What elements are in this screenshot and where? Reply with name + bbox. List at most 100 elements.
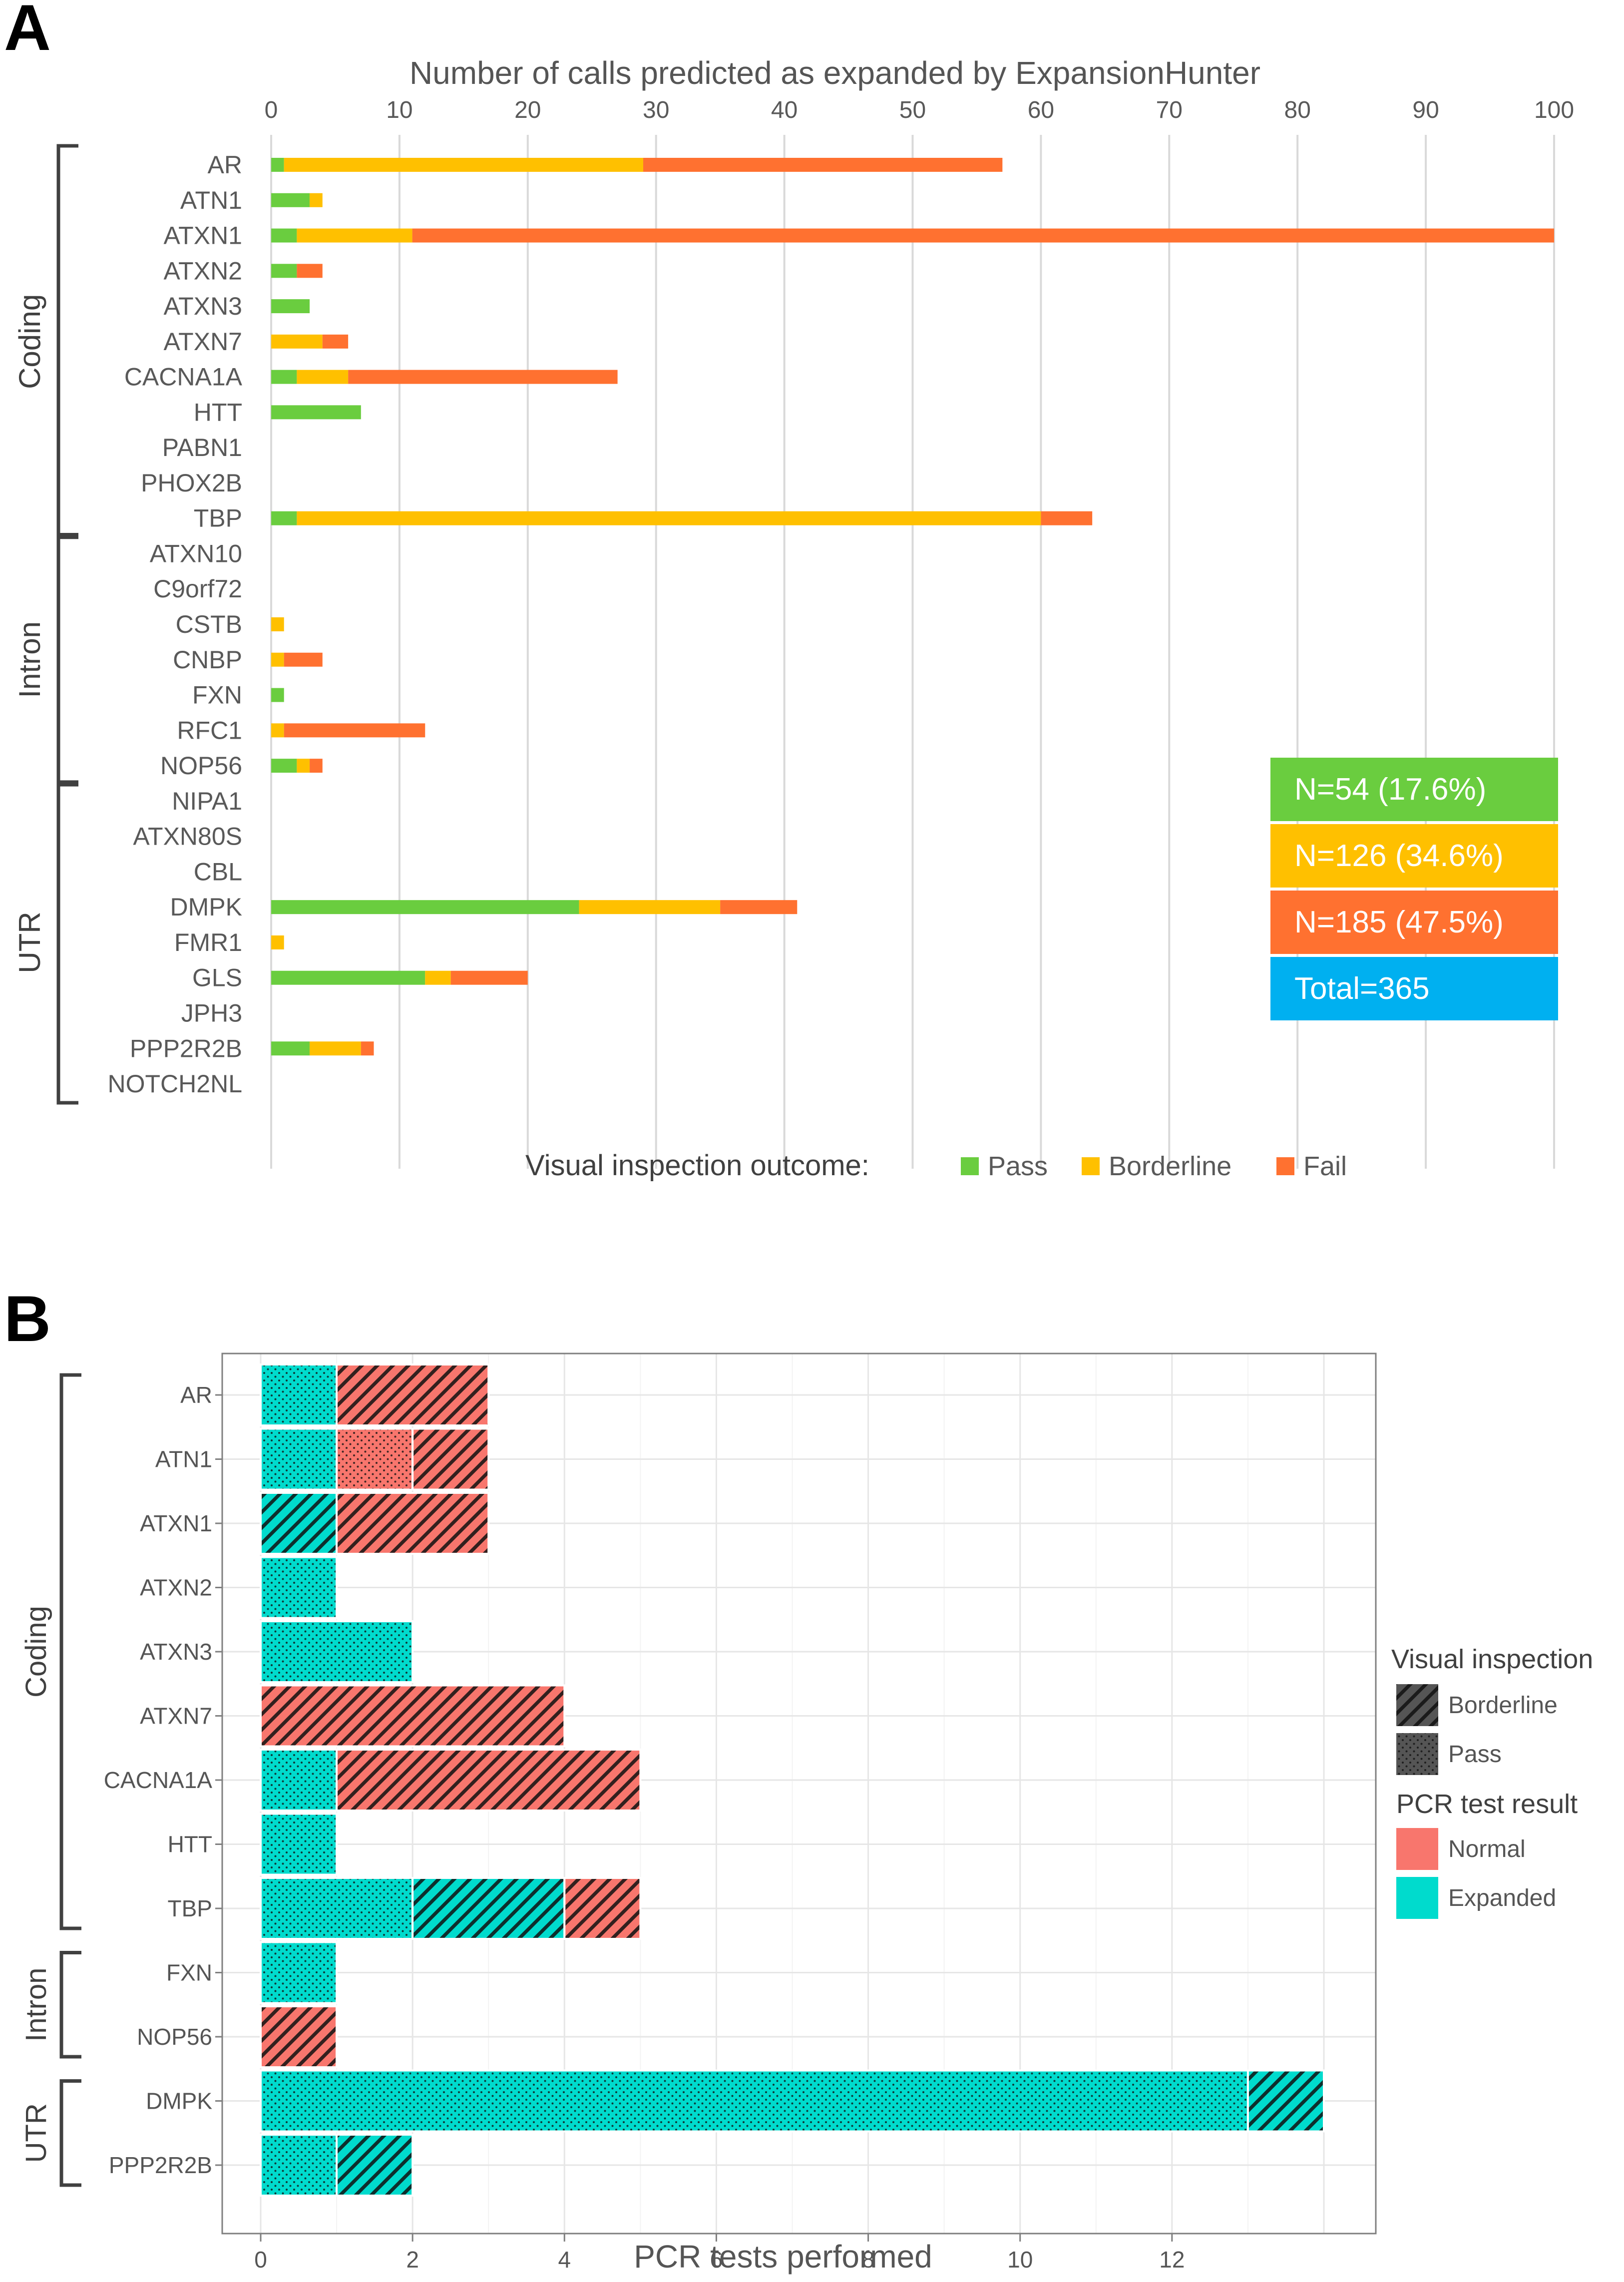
panel-b-label-atn1: ATN1 (155, 1446, 212, 1472)
panel-b-label-fxn: FXN (166, 1960, 212, 1986)
panel-a-bar-cnbp-fail (284, 652, 323, 667)
panel-b-label-cacna1a: CACNA1A (104, 1767, 213, 1793)
panel-a-group-label-intron: Intron (13, 621, 46, 698)
panel-a-legend-title: Visual inspection outcome: (525, 1149, 869, 1182)
panel-a-group-label-coding: Coding (13, 294, 46, 389)
panel-a-bar-cacna1a-borderline (297, 370, 349, 384)
panel-a-label-ar: AR (208, 151, 242, 179)
panel-b-group-label-coding: Coding (20, 1606, 52, 1698)
panel-a-bars (271, 158, 1554, 1056)
panel-a-label-c9orf72: C9orf72 (153, 575, 242, 603)
panel-b-bar-outline-atxn3-expanded-pass (260, 1620, 414, 1683)
panel-b-label-nop56: NOP56 (137, 2024, 212, 2050)
panel-a-label-cacna1a: CACNA1A (124, 363, 243, 391)
panel-b-label-dmpk: DMPK (146, 2088, 212, 2114)
panel-b-bar-outline-ppp2r2b-expanded-borderline (336, 2134, 414, 2197)
panel-a-legend-swatch-pass (961, 1157, 979, 1175)
panel-a-summary-box (1270, 824, 1558, 888)
panel-a-label-cnbp: CNBP (173, 646, 242, 674)
panel-a-bar-nop56-borderline (297, 759, 310, 773)
panel-b-x-tick-label: 0 (254, 2247, 267, 2273)
panel-a-label-atxn1: ATXN1 (164, 222, 242, 250)
panel-b-bar-pattern-atxn2-expanded-pass (261, 1557, 337, 1618)
panel-a-label-gls: GLS (192, 964, 242, 992)
panel-a-x-tick-label: 90 (1412, 97, 1439, 123)
panel-a-x-tick-label: 50 (899, 97, 926, 123)
panel-b-bracket-intron (59, 1951, 81, 2059)
panel-a-bar-dmpk-borderline (579, 900, 721, 914)
panel-b-label-atxn1: ATXN1 (140, 1510, 212, 1536)
panel-a-label-htt: HTT (194, 398, 242, 426)
panel-b-label-atxn2: ATXN2 (140, 1575, 212, 1601)
panel-b-bar-outline-atxn7-normal-borderline (260, 1684, 566, 1748)
panel-b-bar-outline-nop56-normal-borderline (260, 2005, 338, 2068)
panel-a-group-label-utr: UTR (13, 912, 46, 973)
panel-a-bar-rfc1-fail (284, 723, 425, 738)
panel-a-bar-dmpk-pass (271, 900, 579, 914)
panel-b-label-tbp: TBP (168, 1895, 212, 1921)
panel-a-label: A (4, 0, 51, 64)
panel-a-bar-ar-borderline (284, 158, 644, 172)
panel-b-legend-label-normal: Normal (1448, 1836, 1526, 1862)
panel-a-bar-atxn1-fail (412, 228, 1554, 243)
panel-a-x-tick-label: 40 (771, 97, 798, 123)
panel-a-bar-atn1-pass (271, 193, 310, 207)
panel-b-bar-pattern-cacna1a-normal-borderline (337, 1750, 641, 1811)
panel-a-label-cstb: CSTB (176, 610, 242, 638)
panel-a-bar-atxn7-fail (322, 334, 349, 349)
panel-b-bar-outline-tbp-normal-borderline (563, 1877, 642, 1940)
panel-b-label: B (4, 1282, 51, 1355)
panel-a-legend: Visual inspection outcome: Pass Borderline… (525, 1149, 1347, 1182)
panel-a-x-tick-label: 80 (1284, 97, 1311, 123)
panel-a-x-tick-label: 100 (1534, 97, 1574, 123)
panel-b-x-tick-label: 4 (558, 2247, 571, 2273)
panel-a-legend-label-pass: Pass (988, 1151, 1048, 1181)
panel-b-bar-outline-dmpk-expanded-borderline (1246, 2069, 1325, 2133)
panel-a-bar-atxn2-pass (271, 264, 297, 278)
panel-a-x-tick-label: 70 (1156, 97, 1183, 123)
panel-a-bar-fmr1-borderline (271, 935, 284, 949)
panel-a-bar-nop56-fail (310, 759, 323, 773)
panel-a-bar-atxn1-pass (271, 228, 297, 243)
panel-b-bar-outline-htt-expanded-pass (260, 1813, 338, 1876)
panel-a-bracket-utr (56, 780, 78, 1105)
panel-a-summary-boxes: N=54 (17.6%) N=126 (34.6%) N=185 (47.5%) To… (1270, 758, 1558, 1020)
panel-a-summary-text: N=54 (17.6%) (1294, 772, 1486, 807)
panel-b-label-atxn7: ATXN7 (140, 1703, 212, 1729)
panel-b-group-label-intron: Intron (20, 1968, 52, 2042)
panel-b-label-htt: HTT (168, 1831, 212, 1857)
panel-b-bar-pattern-ar-expanded-pass (261, 1365, 337, 1425)
panel-a-bar-tbp-pass (271, 511, 297, 525)
panel-b-x-tick-label: 12 (1159, 2247, 1185, 2273)
panel-b-bar-pattern-nop56-normal-borderline (261, 2006, 337, 2067)
panel-a-label-cbl: CBL (194, 858, 242, 886)
panel-a-bar-ppp2r2b-borderline (310, 1041, 361, 1056)
panel-a-bar-cstb-borderline (271, 617, 284, 632)
panel-a-legend-swatch-borderline (1082, 1157, 1100, 1175)
panel-b-bar-pattern-atn1-expanded-pass (261, 1428, 337, 1490)
panel-a-label-atxn7: ATXN7 (164, 328, 242, 356)
panel-b-bar-pattern-tbp-normal-borderline (564, 1878, 641, 1939)
panel-a-x-tick-label: 0 (265, 97, 278, 123)
panel-b-label-ppp2r2b: PPP2R2B (109, 2152, 212, 2178)
panel-b-group-brackets: Coding Intron UTR (20, 1373, 81, 2187)
panel-a-label-atxn80s: ATXN80S (133, 823, 242, 851)
panel-a-x-tick-label: 10 (386, 97, 412, 123)
panel-a-bracket-coding (56, 144, 78, 539)
panel-a-bar-cacna1a-fail (348, 370, 618, 384)
panel-b-category-labels: AR ATN1 ATXN1 ATXN2 ATXN3 ATXN7 CACNA1A HTT TBP F… (104, 1382, 222, 2178)
panel-a-label-tbp: TBP (194, 504, 242, 532)
panel-a-bar-htt-pass (271, 405, 361, 420)
panel-a-x-tick-label: 60 (1028, 97, 1054, 123)
panel-b-bar-pattern-ppp2r2b-expanded-borderline (337, 2135, 413, 2196)
panel-b-legend-pattern-pass (1396, 1733, 1438, 1775)
panel-b-bar-pattern-tbp-expanded-pass (261, 1878, 413, 1939)
panel-b-bar-pattern-htt-expanded-pass (261, 1814, 337, 1875)
panel-a-bar-atxn2-fail (297, 264, 323, 278)
panel-a-x-tick-label: 30 (643, 97, 669, 123)
panel-a-label-rfc1: RFC1 (177, 716, 242, 744)
panel-b-bar-pattern-atn1-normal-pass (337, 1428, 413, 1490)
panel-a-legend-label-borderline: Borderline (1109, 1151, 1231, 1181)
panel-b-legend-visual-title: Visual inspection (1391, 1644, 1593, 1674)
panel-a-chart: Number of calls predicted as expanded by… (13, 55, 1574, 1182)
